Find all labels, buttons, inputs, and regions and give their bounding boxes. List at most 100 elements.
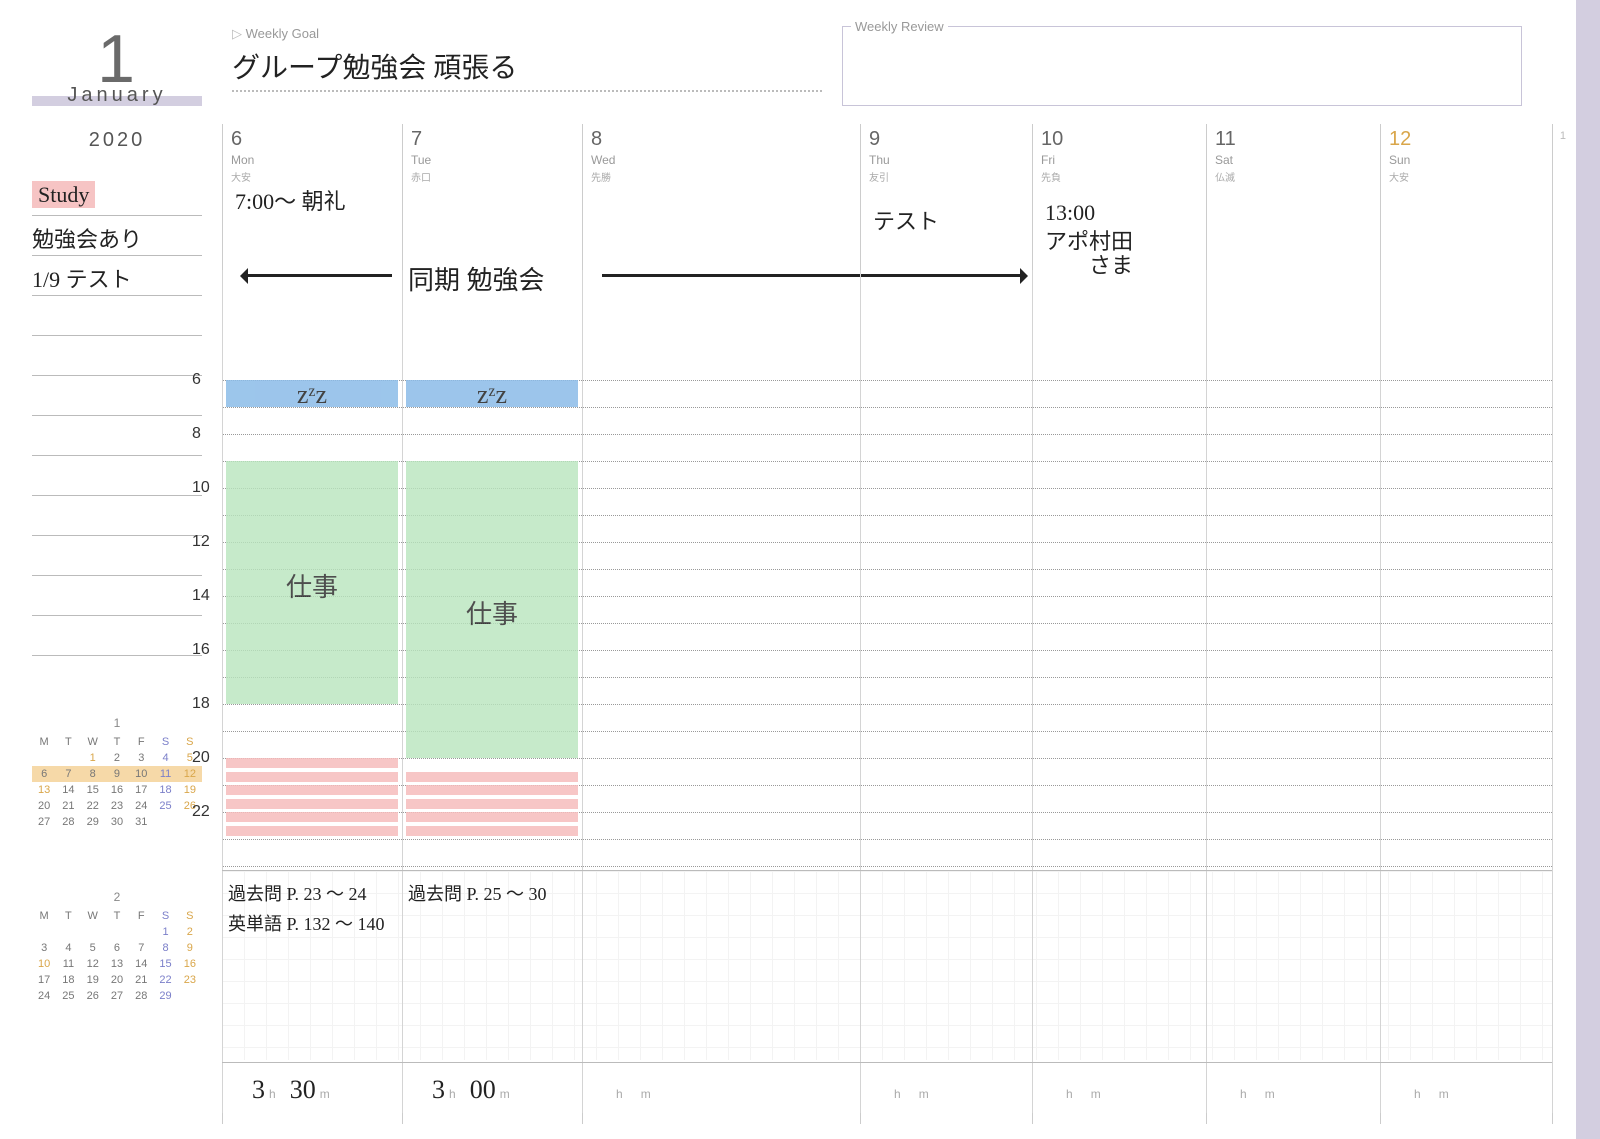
pink-stripe xyxy=(226,758,398,768)
col-border xyxy=(402,871,403,1061)
block-label: 仕事 xyxy=(226,461,398,604)
goal-text: グループ勉強会 頑張る xyxy=(232,46,822,86)
time-block: 仕事 xyxy=(406,461,578,758)
day-rokuyo: 大安 xyxy=(231,169,402,184)
col-border xyxy=(222,1063,223,1113)
block-label: zᶻz xyxy=(406,380,578,410)
day-number: 7 xyxy=(411,128,582,151)
side-note: 1/9 テスト xyxy=(32,256,202,296)
block-label: 仕事 xyxy=(406,461,578,631)
col-border xyxy=(860,871,861,1061)
mini-cal-title: 1 xyxy=(32,716,202,730)
time-block: zᶻz xyxy=(406,380,578,407)
day-abbr: Tue xyxy=(411,153,582,167)
side-note-empty xyxy=(32,616,202,656)
mini-cal-title: 2 xyxy=(32,890,202,904)
goal-underline xyxy=(232,90,822,92)
bottom-note: 過去問 P. 25 〜 30 xyxy=(408,879,576,1029)
arrow-right xyxy=(602,274,1022,277)
day-number: 11 xyxy=(1215,128,1380,151)
side-note-empty xyxy=(32,336,202,376)
hour-row xyxy=(222,839,1552,840)
total-cell: 3h30m xyxy=(252,1075,344,1105)
arrow-left xyxy=(246,274,392,277)
timeline: 6810121416182022zᶻz仕事zᶻz仕事 xyxy=(222,380,1552,920)
hour-label: 14 xyxy=(192,587,210,605)
day-note: さま xyxy=(1045,248,1133,280)
day-abbr: Fri xyxy=(1041,153,1206,167)
day-abbr: Thu xyxy=(869,153,1032,167)
col-border xyxy=(222,871,223,1061)
total-cell: hm xyxy=(1062,1075,1115,1105)
side-note-empty xyxy=(32,416,202,456)
col-border xyxy=(1206,1063,1207,1113)
pink-stripe xyxy=(226,799,398,809)
side-note-empty xyxy=(32,456,202,496)
col-border xyxy=(1032,1063,1033,1113)
col-border xyxy=(1206,871,1207,1061)
day-abbr: Mon xyxy=(231,153,402,167)
day-rokuyo: 先勝 xyxy=(591,169,860,184)
hour-row xyxy=(222,866,1552,867)
day-note: テスト xyxy=(873,204,939,236)
time-block: zᶻz xyxy=(226,380,398,407)
bottom-notes: 過去問 P. 23 〜 24英単語 P. 132 〜 140過去問 P. 25 … xyxy=(222,870,1552,1060)
day-rokuyo: 赤口 xyxy=(411,169,582,184)
side-note: 勉強会あり xyxy=(32,216,202,256)
day-abbr: Wed xyxy=(591,153,860,167)
side-notes: Study勉強会あり1/9 テスト xyxy=(32,176,202,656)
col-border xyxy=(1552,1063,1553,1113)
total-cell: hm xyxy=(612,1075,665,1105)
pink-stripe xyxy=(406,799,578,809)
sidebar: 1 January 2020 Study勉強会あり1/9 テスト 1MTWTFS… xyxy=(32,20,202,1004)
pink-stripe xyxy=(406,826,578,836)
hour-label: 10 xyxy=(192,479,210,497)
spanning-label: 同期 勉強会 xyxy=(408,260,545,297)
total-cell: 3h00m xyxy=(432,1075,524,1105)
day-rokuyo: 仏滅 xyxy=(1215,169,1380,184)
side-note-empty xyxy=(32,376,202,416)
day-number: 10 xyxy=(1041,128,1206,151)
block-label: zᶻz xyxy=(226,380,398,410)
hour-label: 16 xyxy=(192,641,210,659)
day-abbr: Sat xyxy=(1215,153,1380,167)
month-name: January xyxy=(32,84,202,107)
total-cell: hm xyxy=(1236,1075,1289,1105)
col-border xyxy=(860,1063,861,1113)
pink-stripe xyxy=(226,826,398,836)
col-border xyxy=(1380,871,1381,1061)
mini-calendar: 1MTWTFSS12345678910111213141516171819202… xyxy=(32,716,202,830)
col-border xyxy=(1552,871,1553,1061)
mini-calendars: 1MTWTFSS12345678910111213141516171819202… xyxy=(32,716,202,1004)
day-number: 6 xyxy=(231,128,402,151)
col-border xyxy=(1032,871,1033,1061)
day-number: 12 xyxy=(1389,128,1552,151)
weekly-goal: Weekly Goal グループ勉強会 頑張る xyxy=(232,26,822,92)
bottom-note: 過去問 P. 23 〜 24英単語 P. 132 〜 140 xyxy=(228,879,396,1029)
pink-stripe xyxy=(406,785,578,795)
year: 2020 xyxy=(32,129,202,152)
side-note-empty xyxy=(32,296,202,336)
side-note-empty xyxy=(32,576,202,616)
pink-stripe xyxy=(406,812,578,822)
day-abbr: Sun xyxy=(1389,153,1552,167)
side-note-empty xyxy=(32,496,202,536)
col-border xyxy=(402,1063,403,1113)
totals-row: 3h30m3h00mhmhmhmhmhm xyxy=(222,1062,1552,1112)
day-rokuyo: 先負 xyxy=(1041,169,1206,184)
pink-stripe xyxy=(226,812,398,822)
right-edge-strip xyxy=(1576,0,1600,1139)
hour-row xyxy=(222,758,1552,759)
hour-label: 22 xyxy=(192,803,210,821)
day-number: 9 xyxy=(869,128,1032,151)
pink-stripe xyxy=(226,785,398,795)
col-border xyxy=(582,871,583,1061)
weekly-review: Weekly Review xyxy=(842,26,1522,106)
day-rokuyo: 大安 xyxy=(1389,169,1552,184)
total-cell: hm xyxy=(1410,1075,1463,1105)
page-number: 1 xyxy=(1560,130,1566,142)
day-number: 8 xyxy=(591,128,860,151)
goal-label: Weekly Goal xyxy=(232,26,822,42)
day-note: 7:00〜 朝礼 xyxy=(235,184,346,216)
side-note-empty xyxy=(32,536,202,576)
